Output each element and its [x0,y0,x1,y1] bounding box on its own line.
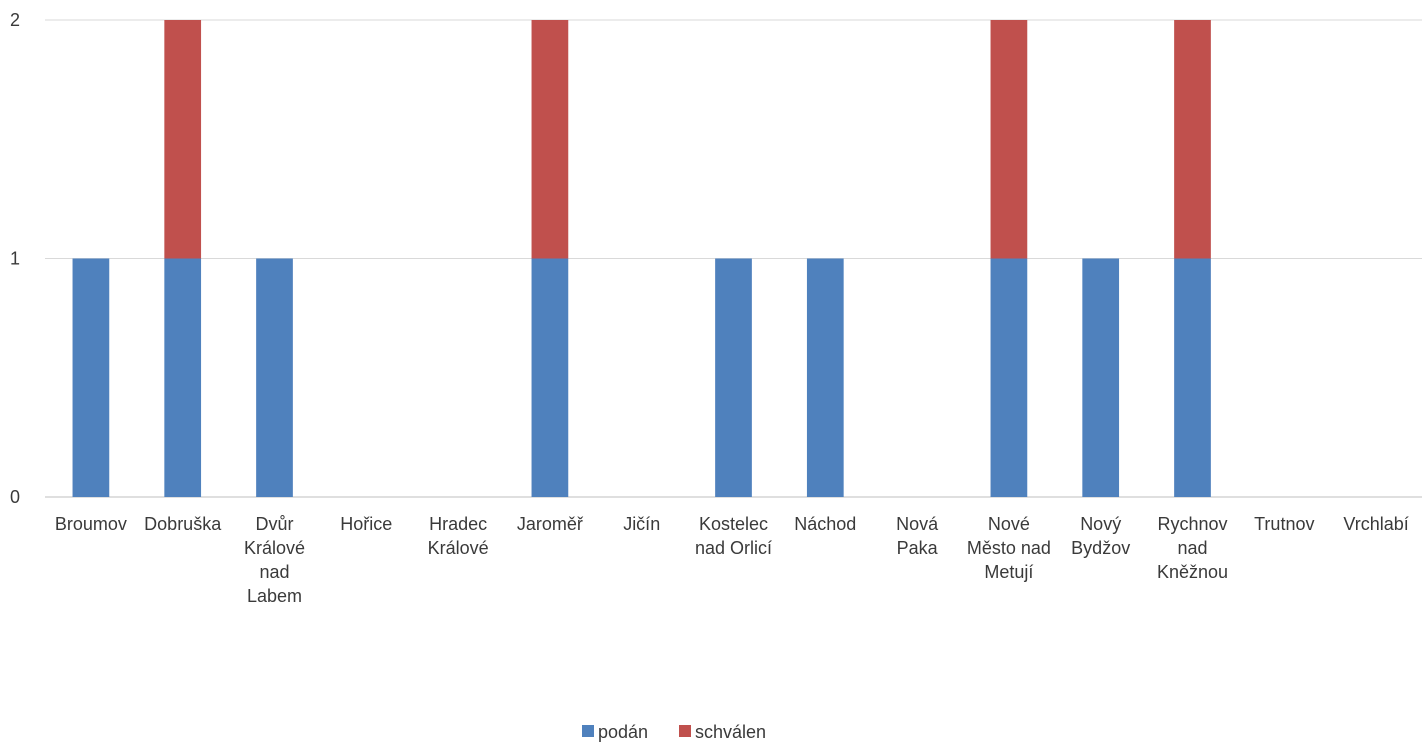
bar-schvalen [531,20,569,259]
x-tick-label-line: Hořice [340,514,392,534]
x-tick-label-line: Jičín [623,514,660,534]
x-tick-label: Nový Bydžov [1071,514,1130,558]
x-tick-label: Broumov [55,514,127,534]
x-tick-label-line: Rychnov [1157,514,1227,534]
bar-podan [990,258,1028,497]
y-tick-label: 2 [10,10,20,30]
x-tick-label-line: nad [1177,538,1207,558]
x-tick-label-line: Broumov [55,514,127,534]
bar-podan [715,258,752,497]
legend-swatch [582,725,594,737]
x-tick-label-line: Vrchlabí [1343,514,1408,534]
x-tick-label: Dobruška [144,514,222,534]
bar-podan [806,258,844,497]
bar-podan [1082,258,1120,497]
x-tick-label: Kostelec nad Orlicí [695,514,772,558]
x-tick-label-line: Město nad [967,538,1051,558]
bar-podan [531,258,569,497]
x-tick-label-line: Hradec [429,514,487,534]
y-tick-label: 0 [10,487,20,507]
bar-podan [256,258,293,497]
bar-schvalen [1174,20,1211,259]
x-tick-label: Nová Paka [896,514,939,558]
x-tick-label-line: Dobruška [144,514,222,534]
legend-swatch [679,725,691,737]
x-tick-label-line: nad Orlicí [695,538,772,558]
bar-schvalen [164,20,202,259]
x-tick-label-line: Bydžov [1071,538,1130,558]
x-tick-label: Rychnov nad Kněžnou [1157,514,1228,582]
bar-podan [1174,258,1211,497]
x-tick-label-line: Nové [988,514,1030,534]
bar-podan [72,258,110,497]
x-tick-label-line: Králové [428,538,489,558]
bar-schvalen [990,20,1028,259]
x-tick-label: Vrchlabí [1343,514,1408,534]
legend-label: podán [598,722,648,742]
x-tick-label: Jaroměř [517,514,584,534]
x-tick-label: Hradec Králové [428,514,489,558]
x-tick-label-line: Nový [1080,514,1121,534]
x-tick-label: Trutnov [1254,514,1314,534]
x-tick-label-line: Metují [984,562,1033,582]
x-tick-label-line: Nová [896,514,939,534]
x-tick-label-line: Trutnov [1254,514,1314,534]
bar-podan [164,258,202,497]
x-tick-label: Dvůr Králové nad Labem [244,514,305,606]
x-tick-label: Hořice [340,514,392,534]
x-tick-label-line: Kostelec [699,514,768,534]
x-tick-label-line: Dvůr [255,514,293,534]
y-tick-label: 1 [10,249,20,269]
x-tick-label-line: Králové [244,538,305,558]
x-tick-label: Nové Město nad Metují [967,514,1051,582]
x-tick-label-line: Paka [897,538,939,558]
x-tick-label-line: Labem [247,586,302,606]
x-tick-label-line: Náchod [794,514,856,534]
legend-item: schválen [679,722,766,742]
x-tick-label-line: Jaroměř [517,514,584,534]
x-tick-label: Náchod [794,514,856,534]
x-tick-label: Jičín [623,514,660,534]
x-tick-label-line: Kněžnou [1157,562,1228,582]
legend-label: schválen [695,722,766,742]
x-tick-label-line: nad [259,562,289,582]
legend-item: podán [582,722,648,742]
